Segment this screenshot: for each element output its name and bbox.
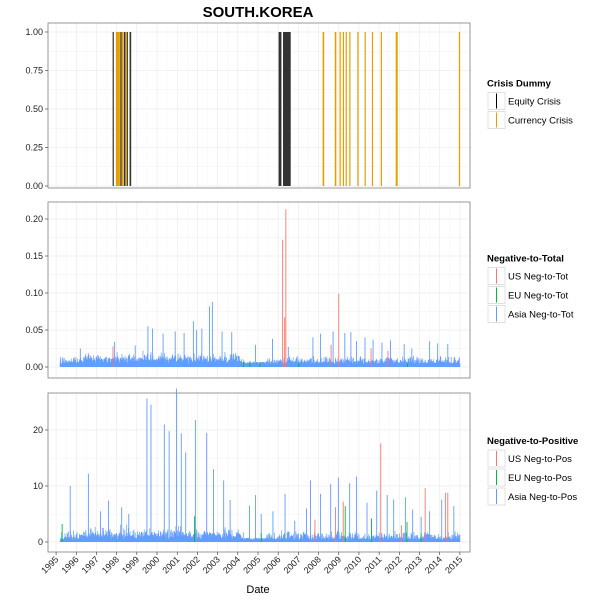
crisis-bar xyxy=(126,32,128,186)
x-tick-label: 2005 xyxy=(241,554,262,575)
crisis-bar xyxy=(380,32,382,186)
x-tick-label: 2013 xyxy=(403,554,424,575)
crisis-bar xyxy=(349,32,351,186)
legend-title: Negative-to-Positive xyxy=(487,436,578,447)
series-asia-neg-to-tot xyxy=(59,301,461,367)
legend-entry: Equity Crisis xyxy=(508,97,561,108)
y-tick-label: 0.05 xyxy=(25,325,43,335)
y-tick-label: 0.15 xyxy=(25,251,43,261)
series-eu-neg-to-pos xyxy=(61,506,422,542)
legend-1: Crisis Dummy Equity Crisis Currency Crisis xyxy=(487,79,573,129)
crisis-bar xyxy=(115,32,120,186)
panel-background xyxy=(48,393,470,552)
legend-entry: US Neg-to-Pos xyxy=(508,454,572,465)
panel-2: 0.00 0.05 0.10 0.15 0.20 xyxy=(25,201,471,379)
crisis-bar xyxy=(342,32,345,186)
panel-border xyxy=(47,201,471,379)
crisis-bar xyxy=(123,32,126,186)
crisis-bar xyxy=(283,32,291,186)
crisis-bar xyxy=(357,32,359,186)
y-tick-label: 20 xyxy=(33,425,43,435)
legend-entry: Asia Neg-to-Tot xyxy=(508,310,574,321)
x-tick-label: 2009 xyxy=(322,554,343,575)
x-tick-label: 2012 xyxy=(383,554,404,575)
crisis-bar xyxy=(395,32,398,186)
y-tick-label: 0.25 xyxy=(25,143,43,153)
x-tick-label: 2001 xyxy=(160,554,181,575)
series-asia-neg-to-pos xyxy=(59,388,461,542)
crisis-bar xyxy=(112,32,114,186)
y-tick-label: 0.20 xyxy=(25,214,43,224)
x-tick-label: 2008 xyxy=(302,554,323,575)
crisis-bar xyxy=(120,32,122,186)
x-tick-label: 2011 xyxy=(363,554,384,575)
y-tick-label: 10 xyxy=(33,481,43,491)
x-axis-label: Date xyxy=(246,584,269,596)
x-tick-label: 2007 xyxy=(282,554,303,575)
crisis-bar xyxy=(345,32,347,186)
x-tick-label: 2002 xyxy=(181,554,202,575)
crisis-bar xyxy=(125,32,128,186)
y-tick-label: 0.75 xyxy=(25,66,43,76)
crisis-bar xyxy=(339,32,341,186)
crisis-bar xyxy=(334,32,337,186)
x-tick-label: 2003 xyxy=(201,554,222,575)
x-tick-label: 2000 xyxy=(140,554,161,575)
crisis-bar xyxy=(364,32,366,186)
x-tick-label: 1997 xyxy=(80,554,101,575)
y-tick-label: 0.10 xyxy=(25,288,43,298)
legend-entry: Asia Neg-to-Pos xyxy=(508,492,577,503)
x-tick-label: 2006 xyxy=(261,554,282,575)
panel-background xyxy=(48,202,470,378)
x-axis: 1995199619971998199920002001200220032004… xyxy=(39,552,464,576)
panel-background xyxy=(48,23,470,188)
legend-title: Negative-to-Total xyxy=(487,254,564,265)
x-tick-label: 1998 xyxy=(100,554,121,575)
crisis-bar xyxy=(322,32,325,186)
legend-3: Negative-to-Positive US Neg-to-Pos EU Neg-… xyxy=(487,436,578,506)
x-tick-label: 1999 xyxy=(120,554,141,575)
x-tick-label: 2015 xyxy=(443,554,464,575)
legend-entry: US Neg-to-Tot xyxy=(508,272,569,283)
crisis-bar xyxy=(278,32,282,186)
series-us-neg-to-tot xyxy=(112,209,389,367)
crisis-bar xyxy=(121,32,124,186)
y-tick-label: 1.00 xyxy=(25,27,43,37)
series-eu-neg-to-tot xyxy=(243,361,408,367)
crisis-bar xyxy=(129,32,132,186)
x-tick-label: 2004 xyxy=(221,554,242,575)
series-currency-crisis xyxy=(115,32,461,186)
panel-border xyxy=(47,22,471,189)
panel-border xyxy=(47,392,471,553)
chart-title: SOUTH.KOREA xyxy=(203,4,314,21)
legends: Crisis Dummy Equity Crisis Currency Crisis… xyxy=(487,79,578,506)
crisis-bar xyxy=(458,32,461,186)
x-tick-label: 1996 xyxy=(59,554,80,575)
y-tick-label: 0.50 xyxy=(25,104,43,114)
legend-2: Negative-to-Total US Neg-to-Tot EU Neg-to-… xyxy=(487,254,574,323)
panel-1: 0.00 0.25 0.50 0.75 1.00 xyxy=(25,22,471,191)
x-tick-label: 2014 xyxy=(423,554,444,575)
legend-entry: EU Neg-to-Tot xyxy=(508,291,569,302)
panel-3: 0 10 20 xyxy=(33,388,471,553)
crisis-bar xyxy=(371,32,374,186)
legend-entry: EU Neg-to-Pos xyxy=(508,473,572,484)
legend-title: Crisis Dummy xyxy=(487,79,552,90)
x-tick-label: 2010 xyxy=(342,554,363,575)
y-tick-label: 0.00 xyxy=(25,181,43,191)
y-tick-label: 0 xyxy=(38,537,43,547)
panels: 0.00 0.25 0.50 0.75 1.00 0.00 0.05 0.10 0.15 0.20… xyxy=(25,22,471,553)
y-tick-label: 0.00 xyxy=(25,362,43,372)
legend-entry: Currency Crisis xyxy=(508,116,573,127)
series-us-neg-to-pos xyxy=(314,443,449,542)
x-tick-label: 1995 xyxy=(39,554,60,575)
